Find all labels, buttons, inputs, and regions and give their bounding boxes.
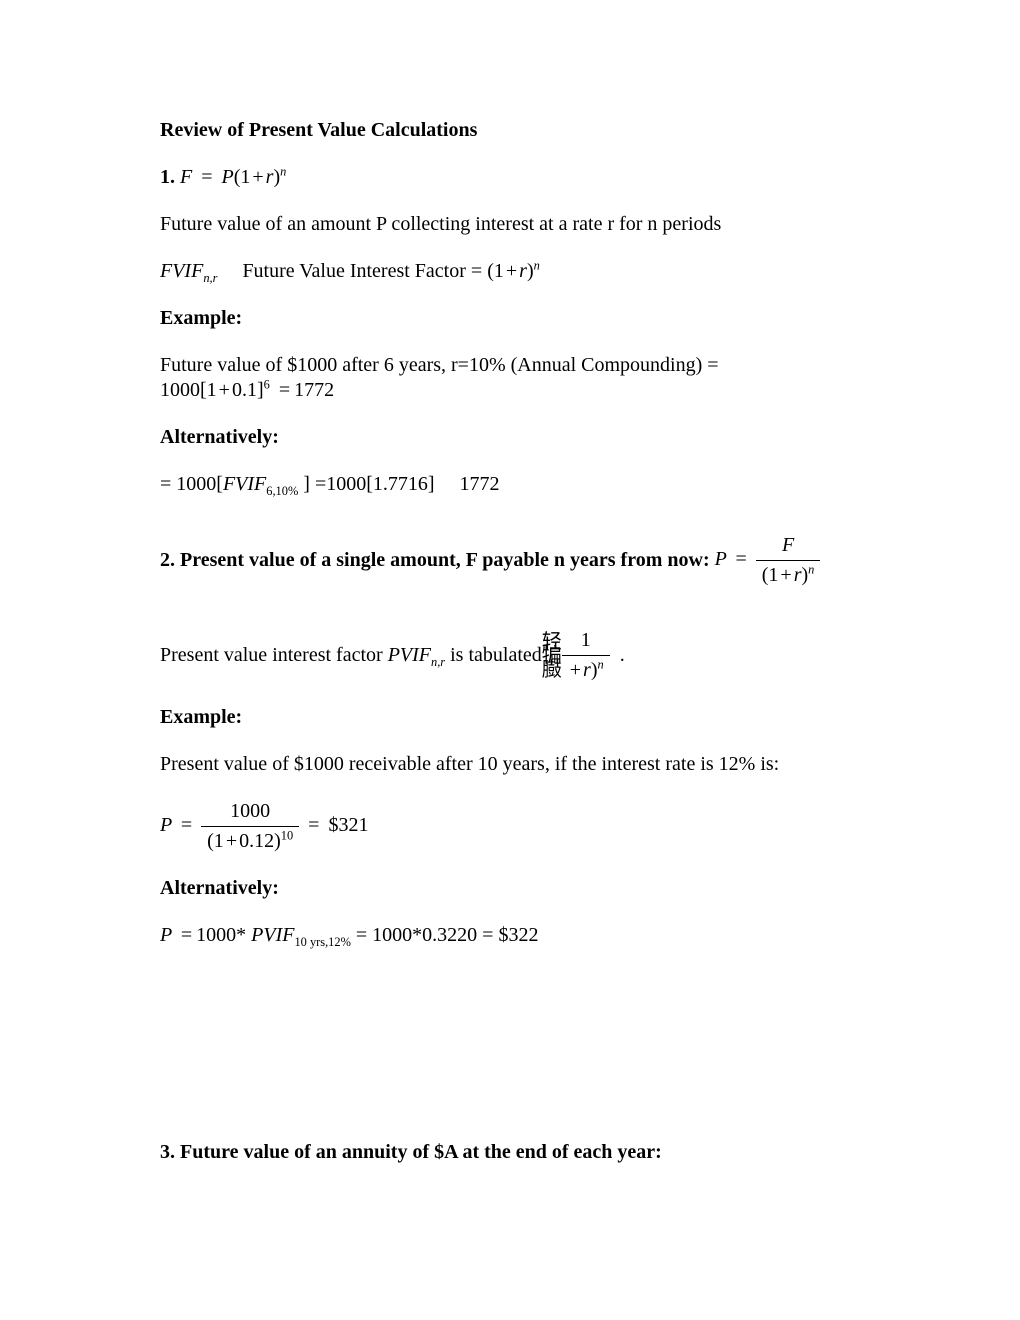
fvif-text: Future Value Interest Factor = [242,260,482,282]
pvif-line: Present value interest factor PVIFn,r is… [160,628,860,683]
section-3-heading: 3. Future value of an annuity of $A at t… [160,1140,860,1165]
example-heading-1: Example: [160,306,860,331]
alternatively-heading-2: Alternatively: [160,876,860,901]
item-number-1: 1. [160,166,175,188]
section-2-title: 2. Present value of a single amount, F p… [160,548,710,573]
example-1-body: Future value of $1000 after 6 years, r=1… [160,353,860,403]
alt-1-body: = 1000[FVIF6,10% ] =1000[1.7716] 1772 [160,472,860,497]
example-2-calc: P = 1000 (1+0.12)10 = $321 [160,799,860,854]
page-title: Review of Present Value Calculations [160,118,860,143]
document-page: Review of Present Value Calculations 1. … [0,0,1020,1320]
example-heading-2: Example: [160,705,860,730]
section-2-heading: 2. Present value of a single amount, F p… [160,533,860,588]
alt-2-body: P =1000* PVIF10 yrs,12% = 1000*0.3220 = … [160,923,860,948]
fvif-line: FVIFn,r Future Value Interest Factor = (… [160,259,860,284]
formula-1: 1. F = P(1+r)n [160,165,860,190]
fv-description: Future value of an amount P collecting i… [160,212,860,237]
example-2-text: Present value of $1000 receivable after … [160,752,860,777]
cjk-glyphs: 轻 犏 臌 [542,635,562,677]
alternatively-heading-1: Alternatively: [160,425,860,450]
